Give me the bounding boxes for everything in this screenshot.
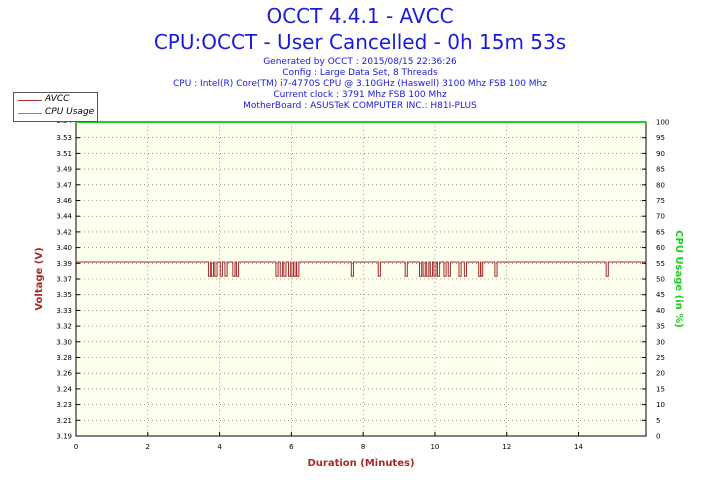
y2-tick-label: 80 [656,181,665,189]
info-motherboard: MotherBoard : ASUSTeK COMPUTER INC.: H81… [243,101,477,111]
legend-swatch-cpu-usage [18,113,42,114]
legend-item-avcc: AVCC [14,94,97,107]
y2-tick-label: 20 [656,370,665,378]
y2-tick-label: 25 [656,354,665,362]
series-avcc-line [76,261,646,277]
info-generated: Generated by OCCT : 2015/08/15 22:36:26 [263,57,457,67]
y-tick-label: 3.26 [56,370,72,378]
y2-axis-label: CPU Usage (in %) [673,230,684,328]
y2-tick-label: 0 [656,433,660,441]
x-tick-label: 6 [289,443,294,451]
y-tick-label: 3.23 [56,401,72,409]
legend-item-cpu-usage: CPU Usage [14,107,97,120]
chart-title: OCCT 4.4.1 - AVCC [266,4,454,28]
y-tick-label: 3.42 [56,228,72,236]
y-tick-label: 3.24 [56,385,72,393]
chart-legend: AVCC CPU Usage [13,92,98,122]
y2-tick-label: 55 [656,260,665,268]
y-tick-label: 3.51 [56,150,72,158]
y-tick-label: 3.40 [56,244,72,252]
x-tick-label: 8 [361,443,365,451]
y-tick-label: 3.44 [56,213,72,221]
y-tick-label: 3.30 [56,338,72,346]
y2-tick-label: 30 [656,338,665,346]
y2-tick-label: 5 [656,417,660,425]
x-tick-label: 0 [74,443,78,451]
y-tick-label: 3.49 [56,166,72,174]
y2-tick-label: 50 [656,276,665,284]
info-config: Config : Large Data Set, 8 Threads [282,68,438,78]
y-tick-label: 3.53 [56,134,72,142]
y2-tick-label: 60 [656,244,665,252]
y-tick-label: 3.37 [56,276,72,284]
legend-swatch-avcc [18,100,42,101]
y-axis-label: Voltage (V) [34,247,45,310]
legend-label-avcc: AVCC [45,94,70,104]
y-tick-label: 3.33 [56,307,72,315]
x-tick-label: 2 [146,443,150,451]
y2-tick-label: 40 [656,307,665,315]
x-axis-label: Duration (Minutes) [307,458,414,469]
y2-tick-label: 70 [656,213,665,221]
y2-tick-label: 35 [656,323,665,331]
y2-tick-label: 85 [656,166,665,174]
info-cpu: CPU : Intel(R) Core(TM) i7-4770S CPU @ 3… [172,79,547,89]
y2-tick-label: 10 [656,401,665,409]
y-tick-label: 3.32 [56,323,72,331]
y-tick-label: 3.21 [56,417,72,425]
y2-tick-label: 15 [656,385,665,393]
x-tick-label: 4 [217,443,222,451]
y2-tick-label: 90 [656,150,665,158]
x-tick-label: 12 [502,443,511,451]
y-tick-label: 3.47 [56,181,72,189]
y2-tick-label: 65 [656,228,665,236]
y-tick-label: 3.28 [56,354,72,362]
y2-tick-label: 95 [656,134,665,142]
x-tick-label: 14 [574,443,583,451]
y2-tick-label: 100 [656,119,669,127]
y-tick-label: 3.46 [56,197,72,205]
x-tick-label: 10 [430,443,439,451]
legend-label-cpu-usage: CPU Usage [45,107,95,117]
y-tick-label: 3.19 [56,433,72,441]
y-tick-label: 3.35 [56,291,72,299]
chart-subtitle: CPU:OCCT - User Cancelled - 0h 15m 53s [153,30,567,54]
info-clock: Current clock : 3791 Mhz FSB 100 Mhz [273,90,447,100]
y2-tick-label: 45 [656,291,665,299]
y-tick-label: 3.39 [56,260,72,268]
y2-tick-label: 75 [656,197,665,205]
